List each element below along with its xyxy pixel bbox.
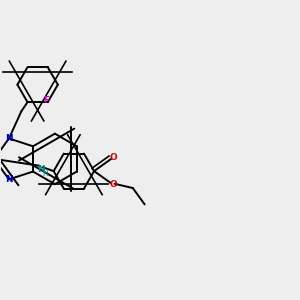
Text: N: N — [5, 175, 13, 184]
Text: O: O — [110, 180, 117, 189]
Text: N: N — [5, 134, 13, 143]
Text: F: F — [43, 96, 49, 105]
Text: O: O — [110, 153, 117, 162]
Text: H: H — [42, 169, 48, 178]
Text: N: N — [38, 165, 45, 174]
